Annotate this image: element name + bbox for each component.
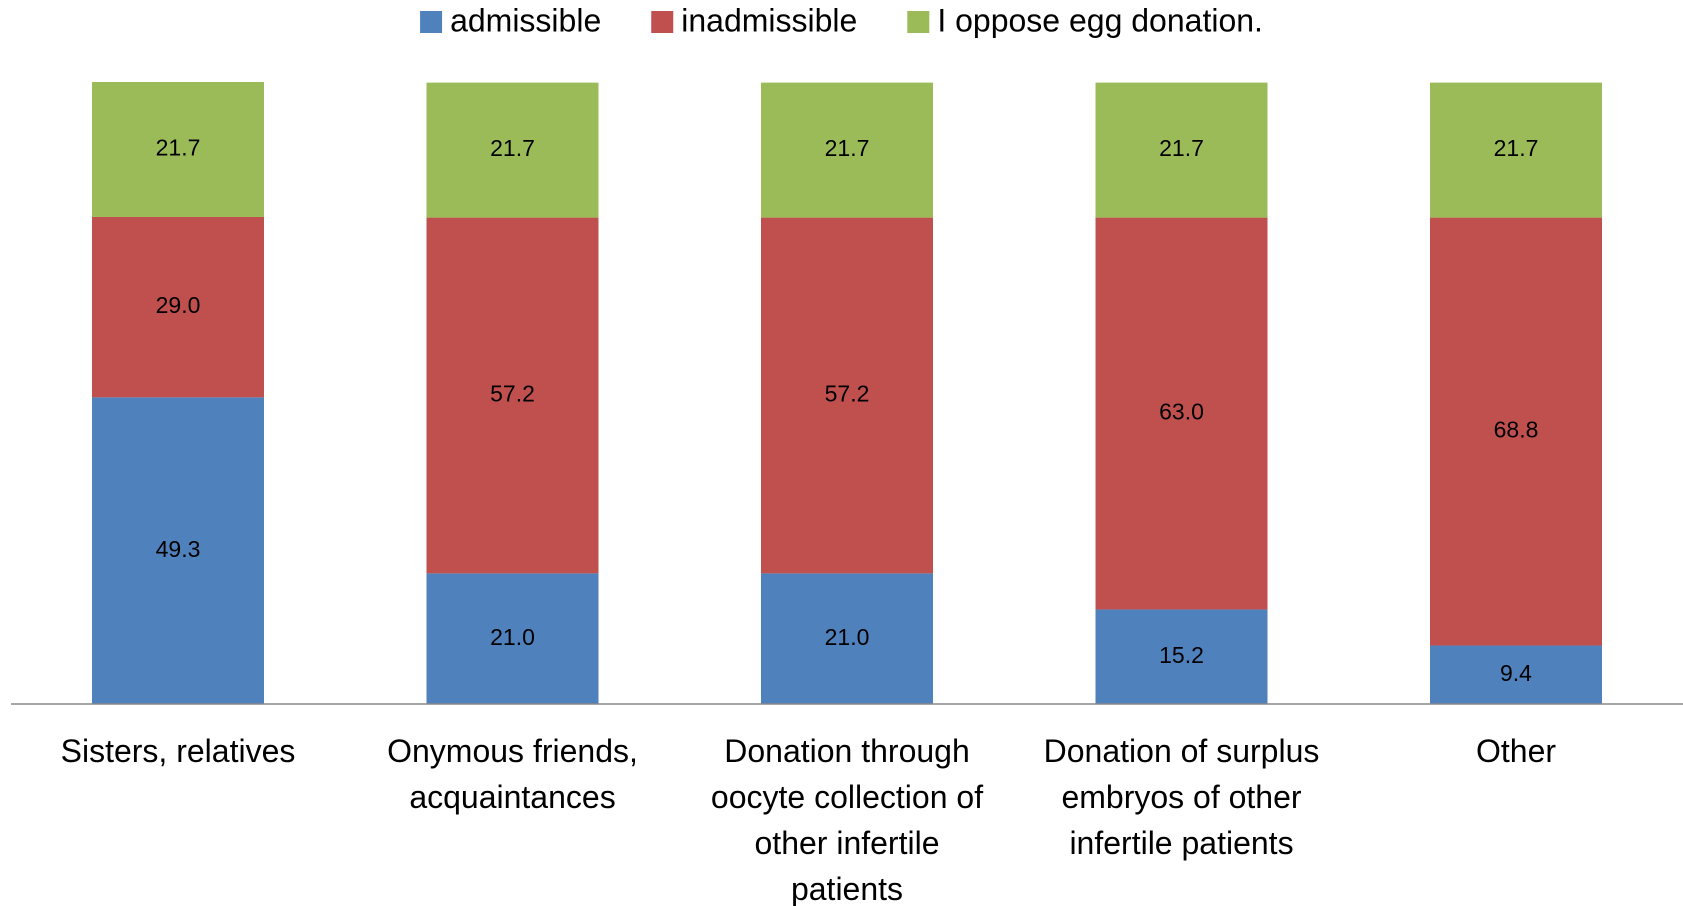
data-label: 21.7 <box>825 135 870 161</box>
legend-swatch <box>907 11 930 33</box>
x-tick-label: Other <box>1475 733 1557 769</box>
bar-segment <box>92 82 264 217</box>
bar-segment <box>426 82 599 218</box>
bar-segment <box>761 573 933 704</box>
data-label: 29.0 <box>156 292 201 318</box>
bar-segment <box>761 82 933 218</box>
legend-label: inadmissible <box>681 2 857 38</box>
data-label: 21.7 <box>490 135 535 161</box>
bar-segment <box>1430 645 1602 704</box>
bar-segment <box>1095 82 1268 218</box>
data-label: 68.8 <box>1494 417 1539 443</box>
x-tick-label: Onymous friends, acquaintances <box>387 733 638 815</box>
bar-segment <box>761 217 933 574</box>
data-label: 21.7 <box>1494 135 1539 161</box>
bar-segment <box>1095 609 1268 704</box>
legend-label: admissible <box>450 2 601 38</box>
bar-segment <box>1095 217 1268 610</box>
data-label: 9.4 <box>1500 660 1532 686</box>
bar-segment <box>426 573 599 704</box>
data-label: 57.2 <box>490 381 535 407</box>
x-tick-label: Donation of surplus embryos of other inf… <box>1043 733 1320 861</box>
bar-segment <box>92 216 264 398</box>
data-label: 21.0 <box>825 624 870 650</box>
x-tick-label: Donation through oocyte collection of ot… <box>710 733 984 906</box>
data-label: 21.7 <box>1159 135 1204 161</box>
x-tick-label: Sisters, relatives <box>60 733 296 769</box>
data-label: 15.2 <box>1159 642 1204 668</box>
data-label: 63.0 <box>1159 399 1204 425</box>
data-label: 49.3 <box>156 536 201 562</box>
data-label: 21.0 <box>490 624 535 650</box>
bar-segment <box>1430 217 1602 646</box>
legend-swatch <box>420 11 443 33</box>
legend-swatch <box>651 11 674 33</box>
bar-segment <box>426 217 599 574</box>
data-label: 21.7 <box>156 135 201 161</box>
legend-label: I oppose egg donation. <box>937 2 1263 38</box>
data-label: 57.2 <box>825 381 870 407</box>
bar-segment <box>92 397 264 704</box>
bar-segment <box>1430 82 1602 218</box>
